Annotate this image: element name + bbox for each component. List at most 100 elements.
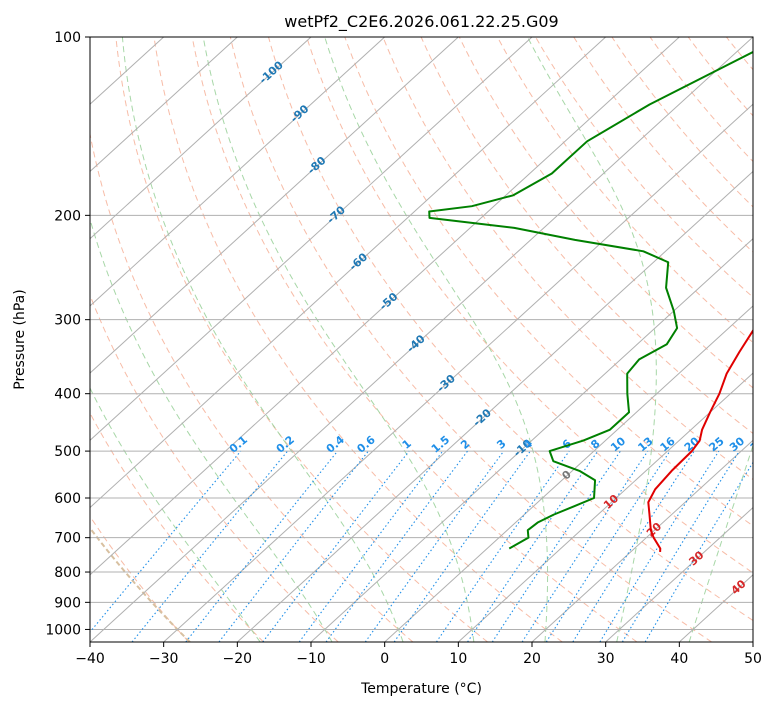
- dry-adiabat-line: [344, 37, 753, 527]
- isotherm-line: [90, 37, 238, 173]
- dry-adiabat-line: [458, 37, 753, 389]
- x-tick-label: −20: [223, 651, 253, 667]
- dry-adiabat-line: [573, 37, 753, 253]
- dry-adiabat-line: [420, 37, 753, 435]
- isotherm-line: [531, 439, 753, 642]
- mixing-ratio-label: 2: [458, 437, 472, 452]
- temperature-line: [647, 328, 753, 553]
- x-tick-label: 20: [523, 651, 541, 667]
- y-axis-label: Pressure (hPa): [12, 289, 28, 389]
- y-tick-label: 900: [54, 595, 81, 611]
- y-tick-label: 600: [54, 491, 81, 507]
- mixing-ratio-label: 36: [748, 434, 768, 454]
- mixing-ratio-line: [467, 450, 599, 642]
- chart-title: wetPf2_C2E6.2026.061.22.25.G09: [284, 12, 558, 32]
- moist-adiabat-line: [324, 37, 549, 642]
- x-tick-label: 30: [597, 651, 615, 667]
- mixing-ratio-line: [644, 461, 753, 642]
- y-tick-label: 1000: [45, 622, 81, 638]
- moist-adiabat-line: [688, 443, 753, 642]
- y-tick-label: 500: [54, 444, 81, 460]
- plot-frame: [89, 36, 754, 643]
- mixing-ratio-label: 8: [588, 437, 602, 452]
- isotherm-line: [310, 237, 753, 642]
- x-tick-label: −30: [149, 651, 179, 667]
- mixing-ratio-line: [131, 450, 289, 642]
- plot-area: -100-90-80-70-60-50-40-30-20-10010203040…: [90, 37, 775, 642]
- mixing-ratio-line: [599, 450, 720, 642]
- isotherm-line: [90, 37, 607, 509]
- isotherm-line: [752, 641, 753, 642]
- profile-series: [428, 50, 753, 553]
- x-axis-ticks: −40 −30 −20 −10 0 10 20 30 40 50: [75, 642, 762, 667]
- mixing-ratio-line: [435, 450, 570, 642]
- dry-adiabat-line: [496, 37, 753, 344]
- dry-adiabat-line: [90, 515, 190, 642]
- dry-adiabat-line: [191, 37, 638, 642]
- mixing-ratio-line: [621, 450, 740, 642]
- mixing-ratio-line: [90, 450, 242, 633]
- dry-adiabat-line: [725, 37, 753, 71]
- moist-adiabat-line: [90, 217, 333, 642]
- dry-adiabat-line: [90, 293, 339, 642]
- moist-adiabat-line: [90, 386, 261, 642]
- dry-adiabat-line: [90, 131, 414, 642]
- dry-adiabat-line: [115, 37, 488, 642]
- x-tick-label: 10: [449, 651, 467, 667]
- isotherm-line: [457, 372, 753, 642]
- dry-adiabat-line: [153, 37, 563, 642]
- mixing-ratio-labels: 0.1 0.2 0.4 0.6 1 1.5 2 3 4 6 8 10 13 16 20 25 30 36: [227, 433, 768, 456]
- dry-adiabat-line: [382, 37, 753, 481]
- mixing-ratio-line: [572, 450, 695, 642]
- mixing-ratio-label: 1.5: [429, 433, 452, 455]
- mixing-ratio-line: [218, 450, 369, 642]
- isotherm-line: [90, 37, 459, 374]
- dry-adiabats: [90, 37, 775, 642]
- mixing-ratio-line: [185, 450, 338, 642]
- dry-adiabat-line: [268, 37, 753, 622]
- moist-adiabat-line: [202, 37, 475, 642]
- isotherm-label: -100: [257, 58, 286, 86]
- dry-adiabat-line: [229, 37, 712, 642]
- isotherm-line: [384, 305, 753, 642]
- moist-adiabat-line: [121, 37, 404, 642]
- mixing-ratio-line: [262, 450, 410, 642]
- mixing-ratio-line: [364, 450, 505, 642]
- mixing-ratio-line: [545, 450, 671, 642]
- mixing-ratio-line: [393, 450, 531, 642]
- reference-curve: [90, 526, 191, 642]
- isotherm-line: [90, 37, 753, 642]
- y-axis-ticks: 100 200 300 400 500 600 700 800 900 1000: [45, 30, 90, 638]
- isotherms: [90, 37, 753, 642]
- x-tick-label: −40: [75, 651, 105, 667]
- mixing-ratio-label: 0.6: [354, 433, 378, 456]
- y-tick-label: 200: [54, 208, 81, 224]
- x-tick-label: −10: [296, 651, 326, 667]
- x-tick-label: 40: [670, 651, 688, 667]
- x-tick-label: 50: [744, 651, 762, 667]
- dry-adiabat-line: [306, 37, 753, 574]
- x-tick-label: 0: [380, 651, 389, 667]
- mixing-ratio-label: 3: [494, 437, 508, 452]
- isotherm-line: [605, 506, 753, 642]
- isotherm-line: [236, 170, 753, 642]
- mixing-ratio-label: 0.4: [324, 433, 348, 456]
- y-tick-label: 800: [54, 565, 81, 581]
- mixing-ratio-lines: [90, 450, 753, 642]
- isotherm-line: [163, 103, 753, 642]
- dry-adiabat-line: [90, 412, 264, 642]
- x-axis-label: Temperature (°C): [360, 681, 482, 697]
- mixing-ratio-label: 1: [400, 437, 414, 452]
- dry-adiabat-line: [687, 37, 753, 117]
- dry-adiabat-line: [765, 37, 775, 642]
- mixing-ratio-label: 0.1: [227, 433, 250, 455]
- y-tick-label: 300: [54, 313, 81, 329]
- dewpoint-line: [428, 50, 753, 550]
- isotherm-line: [90, 37, 533, 442]
- isotherm-line: [90, 37, 312, 240]
- isotherm-line: [90, 37, 386, 307]
- y-tick-label: 100: [54, 30, 81, 46]
- y-tick-label: 400: [54, 387, 81, 403]
- dry-adiabat-line: [649, 37, 753, 163]
